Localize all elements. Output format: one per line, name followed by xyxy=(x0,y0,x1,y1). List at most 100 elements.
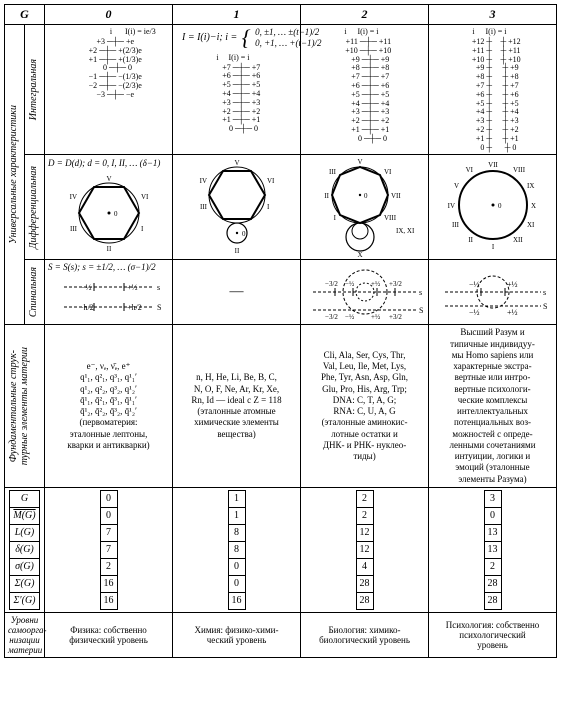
level-c3: Психология: собственнопсихологическийуро… xyxy=(429,612,557,657)
svg-text:IV: IV xyxy=(69,193,76,201)
svg-text:+3/2: +3/2 xyxy=(389,280,402,288)
spin-diagram-0: −½ +½ −h/2 +h/2 s S xyxy=(54,272,164,322)
spin-cell-1: — xyxy=(173,260,301,325)
svg-text:I: I xyxy=(267,203,270,211)
svg-text:III: III xyxy=(452,221,460,229)
svg-text:−3/2: −3/2 xyxy=(325,280,338,288)
integral-cell-3: i I(i) = i +12 ┼ +11 ┼ +10 ┼ +9 ┼ +8 ┼ +… xyxy=(429,25,557,155)
svg-text:IX, XI: IX, XI xyxy=(396,227,415,235)
svg-text:+½: +½ xyxy=(507,308,518,317)
svg-text:S: S xyxy=(419,306,423,315)
svg-text:X: X xyxy=(531,202,536,210)
svg-text:−½: −½ xyxy=(469,308,480,317)
svg-text:+½: +½ xyxy=(371,280,380,288)
svg-text:III: III xyxy=(70,225,78,233)
side-spin: Спинальная xyxy=(25,260,45,325)
elements-c2: Cli, Ala, Ser, Cys, Thr,Val, Leu, Ile, M… xyxy=(301,325,429,488)
spin-diagram-2: −3/2 −½ +½ +3/2 s −3/2 −½ +½ +3/2 S xyxy=(305,262,425,322)
svg-text:V: V xyxy=(234,159,239,167)
svg-text:II: II xyxy=(106,245,111,253)
svg-text:VII: VII xyxy=(391,192,401,200)
elements-c3: Высший Разум итипичные индивидуу-мы Homo… xyxy=(429,325,557,488)
svg-text:0: 0 xyxy=(498,202,502,210)
svg-text:+½: +½ xyxy=(371,313,380,321)
header-G: G xyxy=(5,5,45,25)
svg-text:VI: VI xyxy=(267,177,275,185)
svg-text:III: III xyxy=(200,203,208,211)
svg-text:VIII: VIII xyxy=(513,166,526,174)
spin-diagram-3: −½ +½ s −½ +½ S xyxy=(433,267,553,317)
header-col-3: 3 xyxy=(429,5,557,25)
svg-text:VI: VI xyxy=(141,193,149,201)
svg-text:VIII: VIII xyxy=(384,214,397,222)
level-c1: Химия: физико-хими-ческий уровень xyxy=(173,612,301,657)
svg-text:X: X xyxy=(357,251,362,257)
svg-text:S: S xyxy=(157,303,161,312)
svg-text:0: 0 xyxy=(114,210,118,218)
header-col-2: 2 xyxy=(301,5,429,25)
diff-cell-2: V VI VII VIII IX, XI X I II III 0 xyxy=(301,155,429,260)
numeric-c2: 2 2 12 12 4 28 28 xyxy=(301,487,429,612)
svg-text:II: II xyxy=(468,236,473,244)
svg-text:+½: +½ xyxy=(127,283,138,292)
header-col-0: 0 xyxy=(45,5,173,25)
side-universal: Универсальные характеристики xyxy=(5,25,25,325)
svg-text:IV: IV xyxy=(199,177,206,185)
spin-cell-0: S = S(s); s = ±1/2, … (σ−1)/2 −½ +½ −h/2… xyxy=(45,260,173,325)
elements-c1: n, H, He, Li, Be, B, C,N, O, F, Ne, Ar, … xyxy=(173,325,301,488)
side-levels: Уровнисамоорга-низацииматерии xyxy=(5,612,45,657)
svg-text:−½: −½ xyxy=(81,283,92,292)
svg-text:I: I xyxy=(141,225,144,233)
integral-cell-1: I = I(i)−i; i = { 0, ±1, … ±(t−1)/2 0, +… xyxy=(173,25,301,155)
numeric-c0: 0 0 7 7 2 16 16 xyxy=(45,487,173,612)
hexagon-diagram: 0 V VI I II III IV xyxy=(59,171,159,256)
svg-text:−3/2: −3/2 xyxy=(325,313,338,321)
svg-text:III: III xyxy=(329,168,337,176)
spin-cell-3: −½ +½ s −½ +½ S xyxy=(429,260,557,325)
numeric-c1: 1 1 8 8 0 0 16 xyxy=(173,487,301,612)
hexagon-pendant-diagram: 0 V VI I II III IV xyxy=(187,157,287,257)
svg-text:VI: VI xyxy=(384,168,392,176)
octagon-pendant-diagram: V VI VII VIII IX, XI X I II III 0 xyxy=(305,157,425,257)
svg-text:IV: IV xyxy=(447,202,454,210)
side-integral: Интегральная xyxy=(25,25,45,155)
svg-text:V: V xyxy=(357,158,362,166)
svg-text:0: 0 xyxy=(242,230,246,238)
main-table: G 0 1 2 3 Универсальные характеристики И… xyxy=(4,4,557,658)
dodecagon-diagram: 0 VII VIII IX X XI XII I II III IV V VI xyxy=(433,157,553,257)
svg-text:s: s xyxy=(157,283,160,292)
svg-text:−½: −½ xyxy=(345,280,354,288)
svg-text:s: s xyxy=(543,288,546,297)
svg-text:VI: VI xyxy=(465,166,473,174)
level-c2: Биология: химико-биологический уровень xyxy=(301,612,429,657)
spin-cell-2: −3/2 −½ +½ +3/2 s −3/2 −½ +½ +3/2 S xyxy=(301,260,429,325)
diff-cell-1: 0 V VI I II III IV xyxy=(173,155,301,260)
svg-text:+½: +½ xyxy=(507,280,518,289)
svg-text:V: V xyxy=(106,175,111,183)
svg-text:I: I xyxy=(333,214,336,222)
svg-text:II: II xyxy=(324,192,329,200)
svg-text:V: V xyxy=(453,182,458,190)
svg-text:+3/2: +3/2 xyxy=(389,313,402,321)
diff-cell-0: D = D(d); d = 0, I, II, … (δ−1) 0 V VI I… xyxy=(45,155,173,260)
svg-text:−½: −½ xyxy=(469,280,480,289)
header-col-1: 1 xyxy=(173,5,301,25)
level-c0: Физика: собственнофизический уровень xyxy=(45,612,173,657)
svg-text:+h/2: +h/2 xyxy=(127,303,142,312)
svg-text:S: S xyxy=(543,302,547,311)
svg-text:II: II xyxy=(234,247,239,255)
svg-text:XI: XI xyxy=(527,221,535,229)
integral-cell-0: i I(i) = ie/3 +3 ─┼─ +e +2 ─┼─ +(2/3)e +… xyxy=(45,25,173,155)
svg-text:0: 0 xyxy=(364,192,368,200)
svg-text:s: s xyxy=(419,288,422,297)
numeric-labels-cell: G M(G) L(G) δ(G) σ(G) Σ(G) Σ′(G) xyxy=(5,487,45,612)
side-elements: Фундаментальные струк-турные элементы ма… xyxy=(5,325,45,488)
svg-text:−h/2: −h/2 xyxy=(79,303,94,312)
svg-text:I: I xyxy=(491,243,494,251)
svg-text:VII: VII xyxy=(488,161,498,169)
numeric-c3: 3 0 13 13 2 28 28 xyxy=(429,487,557,612)
diff-cell-3: 0 VII VIII IX X XI XII I II III IV V VI xyxy=(429,155,557,260)
svg-text:−½: −½ xyxy=(345,313,354,321)
svg-text:IX: IX xyxy=(527,182,534,190)
svg-text:XII: XII xyxy=(513,236,523,244)
